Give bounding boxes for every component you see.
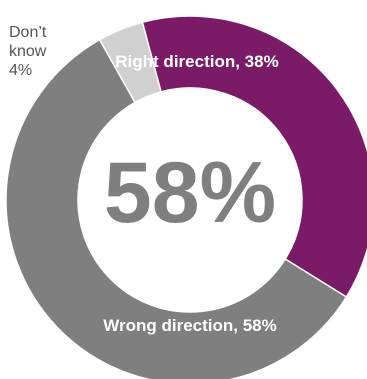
donut-slices (5, 15, 367, 379)
dont-know-label-line3: 4% (9, 62, 32, 79)
slice-dont-know (98, 21, 162, 104)
slice-right-direction (141, 15, 367, 298)
dont-know-label-line1: Don’t (9, 24, 47, 41)
dont-know-label-line2: know (9, 43, 47, 60)
center-percent-label: 58% (104, 145, 276, 241)
wrong-direction-label: Wrong direction, 58% (103, 316, 277, 335)
slice-wrong-direction (5, 38, 348, 379)
right-direction-label: Right direction, 38% (115, 52, 278, 71)
